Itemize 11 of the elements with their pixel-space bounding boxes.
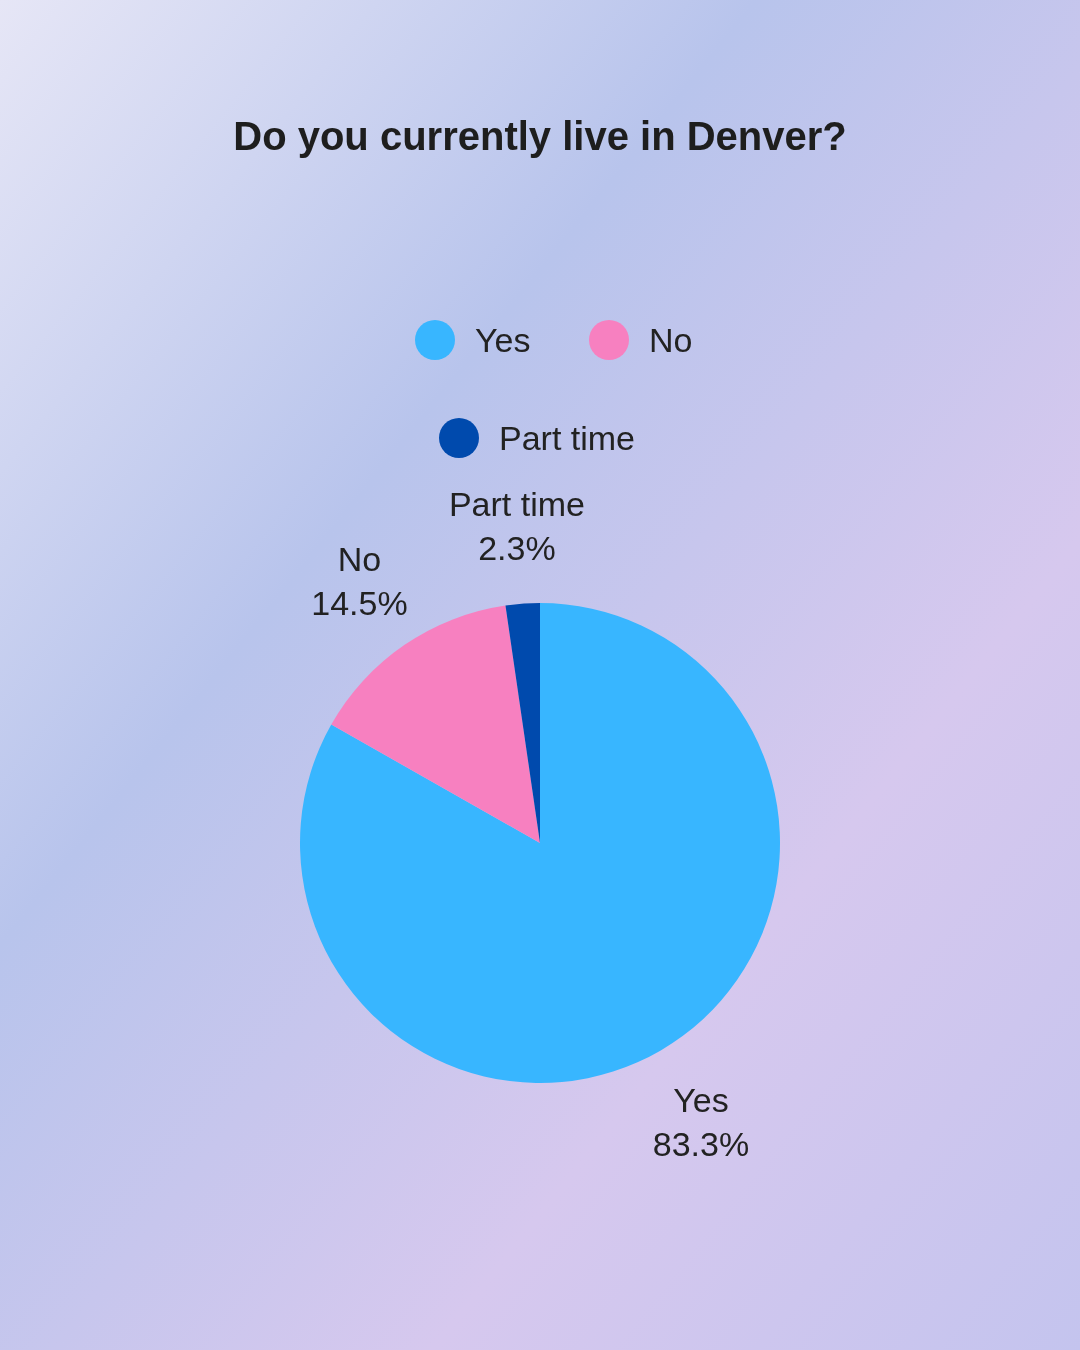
data-label: 83.3% <box>652 1124 750 1163</box>
pie-slice <box>505 603 540 843</box>
data-label: 14.5% <box>311 583 408 622</box>
data-label: 2.3% <box>478 528 556 567</box>
slice-label: Yes <box>673 1080 729 1119</box>
legend-label: Yes <box>475 321 531 359</box>
slice-label: No <box>337 539 382 578</box>
slice-label: Part time <box>448 484 585 523</box>
chart-title: Do you currently live in Denver? <box>233 114 847 158</box>
legend-label: No <box>649 321 693 359</box>
legend-label: Part time <box>499 419 636 457</box>
